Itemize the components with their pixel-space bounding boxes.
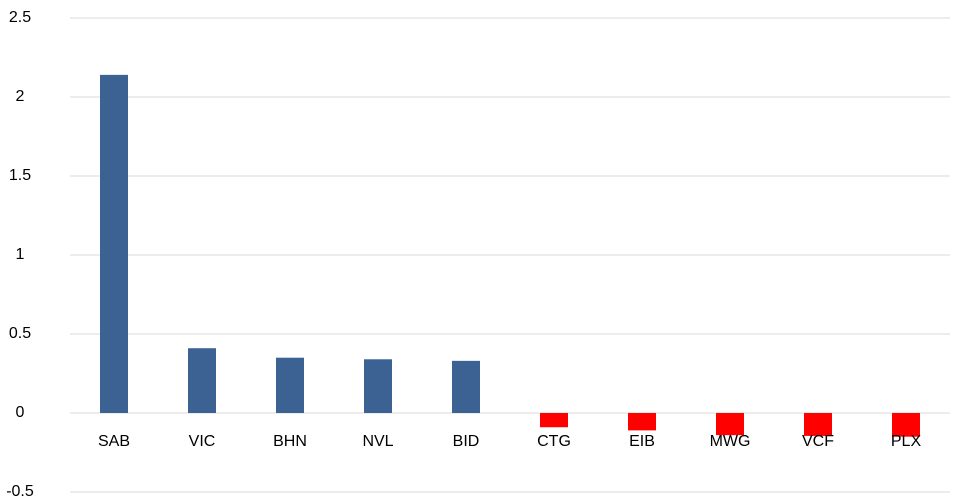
x-tick-label: BID [453, 433, 480, 450]
y-tick-label: 0 [16, 404, 25, 421]
y-tick-label: -0.5 [6, 483, 34, 500]
y-tick-label: 2.5 [9, 9, 31, 26]
x-tick-label: CTG [537, 433, 571, 450]
x-tick-label: NVL [362, 433, 393, 450]
y-tick-label: 1 [16, 246, 25, 263]
bar [716, 413, 744, 436]
y-tick-label: 2 [16, 88, 25, 105]
bar [188, 348, 216, 413]
x-tick-label: PLX [891, 433, 922, 450]
bar [364, 359, 392, 413]
y-tick-label: 0.5 [9, 325, 31, 342]
bar [276, 357, 304, 413]
bar [892, 413, 920, 437]
x-tick-label: BHN [273, 433, 307, 450]
bar [628, 413, 656, 431]
bar [452, 360, 480, 413]
y-tick-label: 1.5 [9, 167, 31, 184]
bar [540, 413, 568, 428]
x-tick-label: MWG [710, 433, 751, 450]
bar [804, 413, 832, 436]
x-tick-label: VCF [802, 433, 834, 450]
bar [100, 74, 128, 413]
x-tick-label: SAB [98, 433, 130, 450]
x-tick-label: VIC [189, 433, 216, 450]
x-tick-label: EIB [629, 433, 655, 450]
